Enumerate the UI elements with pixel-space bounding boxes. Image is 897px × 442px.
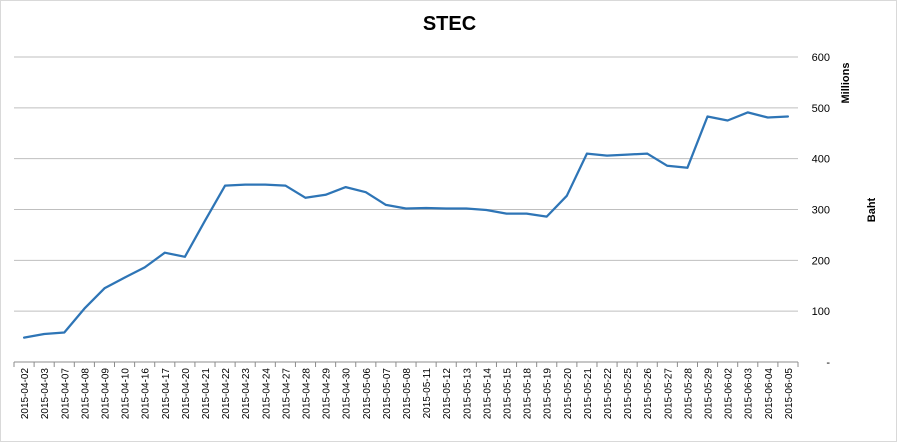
- x-tick-label: 2015-04-16: [141, 368, 152, 420]
- x-tick-label: 2015-06-03: [744, 368, 755, 420]
- y-tick-label: -: [826, 357, 830, 369]
- x-tick-label: 2015-05-13: [462, 368, 473, 420]
- data-point: [545, 215, 548, 218]
- x-tick-label: 2015-04-27: [281, 368, 292, 420]
- x-tick-label: 2015-04-07: [60, 368, 71, 420]
- x-tick-label: 2015-04-28: [301, 368, 312, 420]
- x-tick-label: 2015-04-10: [121, 368, 132, 420]
- x-tick-label: 2015-05-14: [482, 368, 493, 420]
- x-tick-label: 2015-05-06: [362, 368, 373, 420]
- data-point: [405, 207, 407, 210]
- data-point: [344, 186, 347, 189]
- data-point: [425, 207, 428, 209]
- x-tick-label: 2015-04-23: [241, 368, 252, 420]
- x-tick-label: 2015-04-08: [80, 368, 91, 420]
- data-point: [666, 164, 669, 167]
- data-point: [606, 154, 608, 157]
- x-tick-label: 2015-05-19: [543, 368, 554, 420]
- axes: [13, 361, 799, 367]
- data-point: [465, 207, 468, 210]
- y-axis-label: Baht: [866, 197, 878, 222]
- x-tick-label: 2015-05-22: [603, 368, 614, 420]
- x-tick-label: 2015-04-17: [161, 368, 172, 420]
- x-tick-label: 2015-05-21: [583, 368, 594, 420]
- x-tick-label: 2015-06-05: [784, 368, 795, 420]
- y-tick-label: 100: [812, 306, 830, 318]
- x-tick-label: 2015-05-26: [643, 368, 654, 420]
- x-tick-label: 2015-05-27: [663, 368, 674, 420]
- y-tick-label: 200: [812, 255, 830, 267]
- data-point: [565, 194, 568, 197]
- chart-title: STEC: [422, 13, 477, 35]
- x-tick-label: 2015-04-21: [201, 368, 212, 420]
- x-tick-label: 2015-05-08: [402, 368, 413, 420]
- x-tick-label: 2015-04-09: [100, 368, 111, 420]
- x-tick-label: 2015-04-20: [181, 368, 192, 420]
- y-tick-label: 400: [812, 154, 830, 166]
- x-tick-label: 2015-05-29: [704, 368, 715, 420]
- data-point: [686, 166, 689, 169]
- data-point: [123, 276, 126, 279]
- data-point: [505, 212, 508, 215]
- data-point: [324, 193, 327, 196]
- data-point: [525, 212, 528, 215]
- x-tick-label: 2015-04-02: [20, 368, 31, 420]
- y-tick-label: 300: [812, 205, 830, 217]
- x-tick-label: 2015-05-20: [563, 368, 574, 420]
- x-tick-label: 2015-05-12: [442, 368, 453, 420]
- data-point: [163, 251, 166, 254]
- data-point: [143, 266, 146, 269]
- x-tick-label: 2015-04-30: [342, 368, 353, 420]
- data-point: [304, 196, 307, 199]
- data-point: [766, 116, 769, 119]
- x-tick-label: 2015-05-15: [503, 368, 514, 420]
- data-point: [224, 184, 226, 187]
- y-tick-label: 600: [812, 52, 830, 64]
- data-point: [485, 209, 488, 211]
- data-point: [43, 333, 46, 335]
- x-tick-label: 2015-05-07: [382, 368, 393, 420]
- x-tick-label: 2015-04-22: [221, 368, 232, 420]
- data-point: [586, 152, 588, 155]
- data-point: [626, 153, 629, 156]
- x-tick-label: 2015-05-28: [683, 368, 694, 420]
- y-axis-unit: Millions: [840, 63, 852, 104]
- x-tick-label: 2015-06-04: [764, 368, 775, 420]
- data-point: [445, 207, 448, 210]
- x-tick-label: 2015-05-25: [623, 368, 634, 420]
- data-point: [264, 183, 267, 186]
- data-point: [787, 115, 789, 118]
- data-point: [646, 152, 649, 155]
- series-layer: [22, 111, 790, 339]
- data-point: [23, 336, 25, 339]
- data-point: [63, 331, 66, 334]
- data-point: [244, 183, 247, 186]
- data-point: [183, 255, 186, 258]
- y-tick-label: 500: [812, 103, 830, 115]
- x-tick-label: 2015-04-29: [322, 368, 333, 420]
- axis-labels: - 100 200 300 400 500 600 2015-04-02 2015-04-03 2…: [20, 52, 878, 419]
- x-tick-label: 2015-05-11: [422, 368, 433, 419]
- data-point: [204, 219, 206, 222]
- data-point: [706, 115, 709, 118]
- data-point: [746, 111, 749, 114]
- x-tick-label: 2015-04-03: [40, 368, 51, 420]
- data-point: [726, 119, 729, 122]
- series-line: [22, 111, 790, 339]
- x-tick-label: 2015-06-02: [724, 368, 735, 420]
- data-point: [284, 184, 287, 187]
- data-point: [83, 307, 86, 310]
- x-tick-label: 2015-04-24: [261, 368, 272, 420]
- data-point: [384, 204, 387, 206]
- x-tick-label: 2015-05-18: [523, 368, 534, 420]
- data-point: [103, 287, 106, 290]
- data-point: [364, 191, 367, 194]
